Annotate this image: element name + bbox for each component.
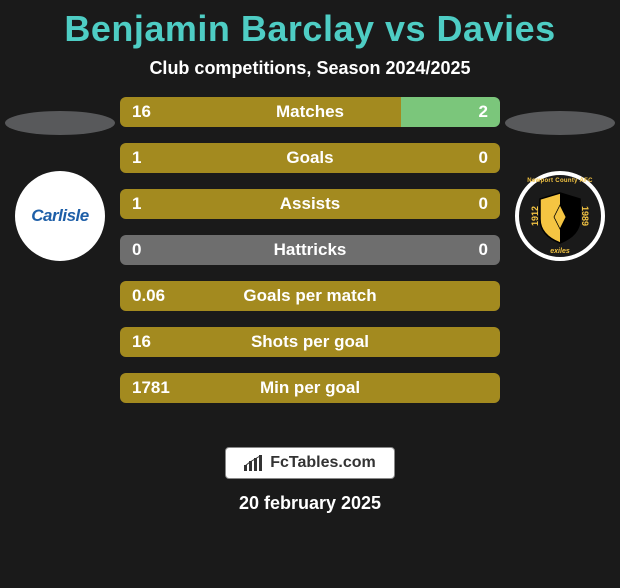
stat-row: Hattricks 0 0 — [120, 235, 500, 265]
site-logo: FcTables.com — [225, 447, 395, 479]
badge-year-left: 1912 — [530, 206, 540, 226]
stat-bars: Matches162Goals10Assists10Hattricks00Goa… — [120, 97, 500, 419]
page-title: Benjamin Barclay vs Davies — [0, 8, 620, 50]
stat-value-left: 0 — [132, 240, 141, 260]
stat-value-left: 16 — [132, 102, 151, 122]
stat-value-left: 1781 — [132, 378, 170, 398]
stat-row: Goals 1 0 — [120, 143, 500, 173]
stat-value-left: 0.06 — [132, 286, 165, 306]
shield-icon — [536, 191, 584, 245]
stat-bar-left — [120, 97, 401, 127]
stat-bar-right — [462, 281, 500, 311]
team-name-right: Newport County AFC — [527, 178, 593, 184]
stat-label: Min per goal — [260, 378, 360, 398]
stat-label: Matches — [276, 102, 344, 122]
page-subtitle: Club competitions, Season 2024/2025 — [0, 58, 620, 79]
stat-row: Assists 1 0 — [120, 189, 500, 219]
stat-label: Shots per goal — [251, 332, 369, 352]
comparison-panel: Carlisle Newport County AFC 1912 1989 ex… — [0, 97, 620, 437]
stat-row: Goals per match 0.06 — [120, 281, 500, 311]
team-badge-right: Newport County AFC 1912 1989 exiles — [515, 171, 605, 261]
stat-value-right: 0 — [479, 148, 488, 168]
site-logo-text: FcTables.com — [270, 454, 376, 472]
stat-value-right: 0 — [479, 240, 488, 260]
stat-label: Goals per match — [243, 286, 376, 306]
stat-bar-right — [462, 327, 500, 357]
stat-label: Hattricks — [274, 240, 347, 260]
team-name-left: Carlisle — [31, 206, 88, 226]
footer: FcTables.com — [0, 447, 620, 479]
stat-value-left: 1 — [132, 194, 141, 214]
stat-row: Min per goal 1781 — [120, 373, 500, 403]
stat-value-right: 2 — [479, 102, 488, 122]
stat-bar-right — [462, 373, 500, 403]
team-badge-left: Carlisle — [15, 171, 105, 261]
player-right-silhouette — [505, 111, 615, 135]
player-left-column: Carlisle — [0, 97, 120, 261]
stat-value-right: 0 — [479, 194, 488, 214]
date-label: 20 february 2025 — [0, 493, 620, 514]
stat-label: Assists — [280, 194, 340, 214]
stat-row: Shots per goal 16 — [120, 327, 500, 357]
badge-subtitle: exiles — [550, 248, 569, 255]
stat-label: Goals — [286, 148, 333, 168]
player-left-silhouette — [5, 111, 115, 135]
stat-value-left: 1 — [132, 148, 141, 168]
stat-row: Matches 16 2 — [120, 97, 500, 127]
chart-icon — [244, 455, 264, 471]
badge-year-right: 1989 — [580, 206, 590, 226]
stat-value-left: 16 — [132, 332, 151, 352]
player-right-column: Newport County AFC 1912 1989 exiles — [500, 97, 620, 261]
